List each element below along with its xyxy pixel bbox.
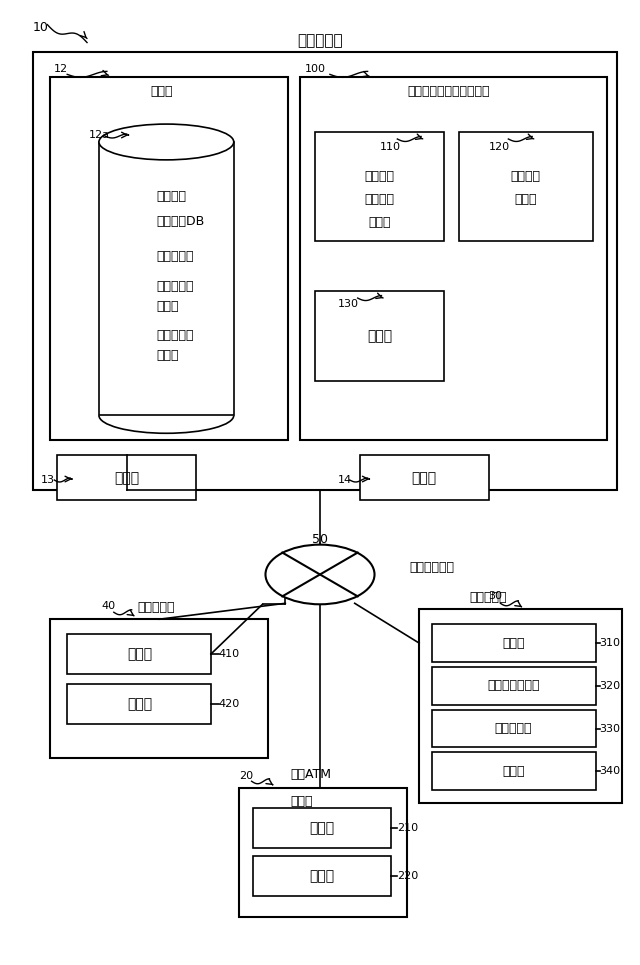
Text: 30: 30 bbox=[488, 592, 502, 601]
Text: 統合ATM: 統合ATM bbox=[291, 768, 332, 782]
Text: 13: 13 bbox=[40, 475, 54, 485]
Bar bbox=[459, 132, 593, 241]
Text: ・口座照会: ・口座照会 bbox=[156, 280, 194, 292]
Bar bbox=[253, 856, 392, 896]
Text: 口座照会処理部: 口座照会処理部 bbox=[487, 679, 540, 692]
Text: 210: 210 bbox=[397, 823, 419, 833]
Bar bbox=[67, 684, 211, 724]
Text: 受信部: 受信部 bbox=[502, 637, 525, 649]
Text: 送信部: 送信部 bbox=[502, 765, 525, 778]
Text: 履歴情報: 履歴情報 bbox=[364, 193, 394, 207]
Text: 12a: 12a bbox=[89, 130, 110, 140]
Text: 自行サーバ: 自行サーバ bbox=[297, 33, 343, 48]
Text: 記憶部: 記憶部 bbox=[150, 85, 173, 98]
Bar bbox=[432, 624, 596, 662]
Text: 340: 340 bbox=[600, 766, 621, 776]
Text: 20: 20 bbox=[239, 771, 253, 782]
Text: 330: 330 bbox=[600, 724, 621, 733]
Text: 履歴情報DB: 履歴情報DB bbox=[156, 215, 205, 228]
Text: ・口座振込: ・口座振込 bbox=[156, 329, 194, 343]
Ellipse shape bbox=[266, 544, 374, 604]
Text: 50: 50 bbox=[312, 534, 328, 546]
Text: 40: 40 bbox=[102, 601, 116, 611]
Text: 220: 220 bbox=[397, 870, 419, 881]
Bar bbox=[51, 620, 268, 758]
Bar bbox=[315, 132, 444, 241]
Bar bbox=[432, 753, 596, 790]
Text: 送信部: 送信部 bbox=[127, 697, 152, 710]
Text: 通信部: 通信部 bbox=[114, 471, 140, 485]
Text: 12: 12 bbox=[54, 65, 68, 74]
Text: 結果: 結果 bbox=[156, 299, 179, 313]
Bar bbox=[419, 609, 622, 803]
Text: 振込処理部: 振込処理部 bbox=[495, 722, 532, 735]
Text: 120: 120 bbox=[488, 142, 509, 152]
Text: 情報: 情報 bbox=[156, 349, 179, 362]
Bar bbox=[67, 634, 211, 674]
Text: 送信部: 送信部 bbox=[309, 868, 335, 883]
Bar bbox=[300, 77, 607, 440]
Text: 表示部: 表示部 bbox=[412, 471, 436, 485]
Text: 口座照会: 口座照会 bbox=[510, 170, 540, 183]
Text: 他行サーバ: 他行サーバ bbox=[470, 592, 508, 604]
Bar bbox=[51, 77, 288, 440]
Text: 取得部: 取得部 bbox=[368, 216, 391, 229]
Bar bbox=[239, 788, 407, 918]
Text: 判定部: 判定部 bbox=[514, 193, 536, 207]
Bar bbox=[432, 709, 596, 748]
Text: ・口座情報: ・口座情報 bbox=[156, 250, 194, 262]
Text: 320: 320 bbox=[600, 681, 621, 691]
Text: 420: 420 bbox=[219, 699, 240, 708]
Bar bbox=[432, 667, 596, 704]
Bar bbox=[58, 455, 196, 500]
Text: 10: 10 bbox=[33, 20, 49, 34]
Ellipse shape bbox=[99, 124, 234, 160]
Text: 受信部: 受信部 bbox=[309, 821, 335, 835]
Text: 口座照会: 口座照会 bbox=[364, 170, 394, 183]
Text: 110: 110 bbox=[380, 142, 401, 152]
Text: サーバ: サーバ bbox=[291, 795, 313, 809]
Text: ユーザ端末: ユーザ端末 bbox=[138, 601, 175, 615]
Text: 310: 310 bbox=[600, 638, 621, 648]
Text: ネットワーク: ネットワーク bbox=[409, 561, 454, 574]
Text: 100: 100 bbox=[305, 65, 326, 74]
Bar bbox=[99, 142, 234, 415]
Text: 口座照会: 口座照会 bbox=[156, 190, 186, 204]
Bar bbox=[253, 808, 392, 848]
Text: 14: 14 bbox=[338, 475, 352, 485]
Text: 130: 130 bbox=[338, 299, 359, 309]
Text: 不正口座照会監視制御部: 不正口座照会監視制御部 bbox=[408, 85, 490, 98]
Text: 410: 410 bbox=[219, 649, 240, 659]
Bar bbox=[360, 455, 488, 500]
Bar bbox=[33, 52, 618, 490]
Bar bbox=[315, 291, 444, 380]
Text: 通知部: 通知部 bbox=[367, 329, 392, 343]
Text: 受信部: 受信部 bbox=[127, 647, 152, 661]
